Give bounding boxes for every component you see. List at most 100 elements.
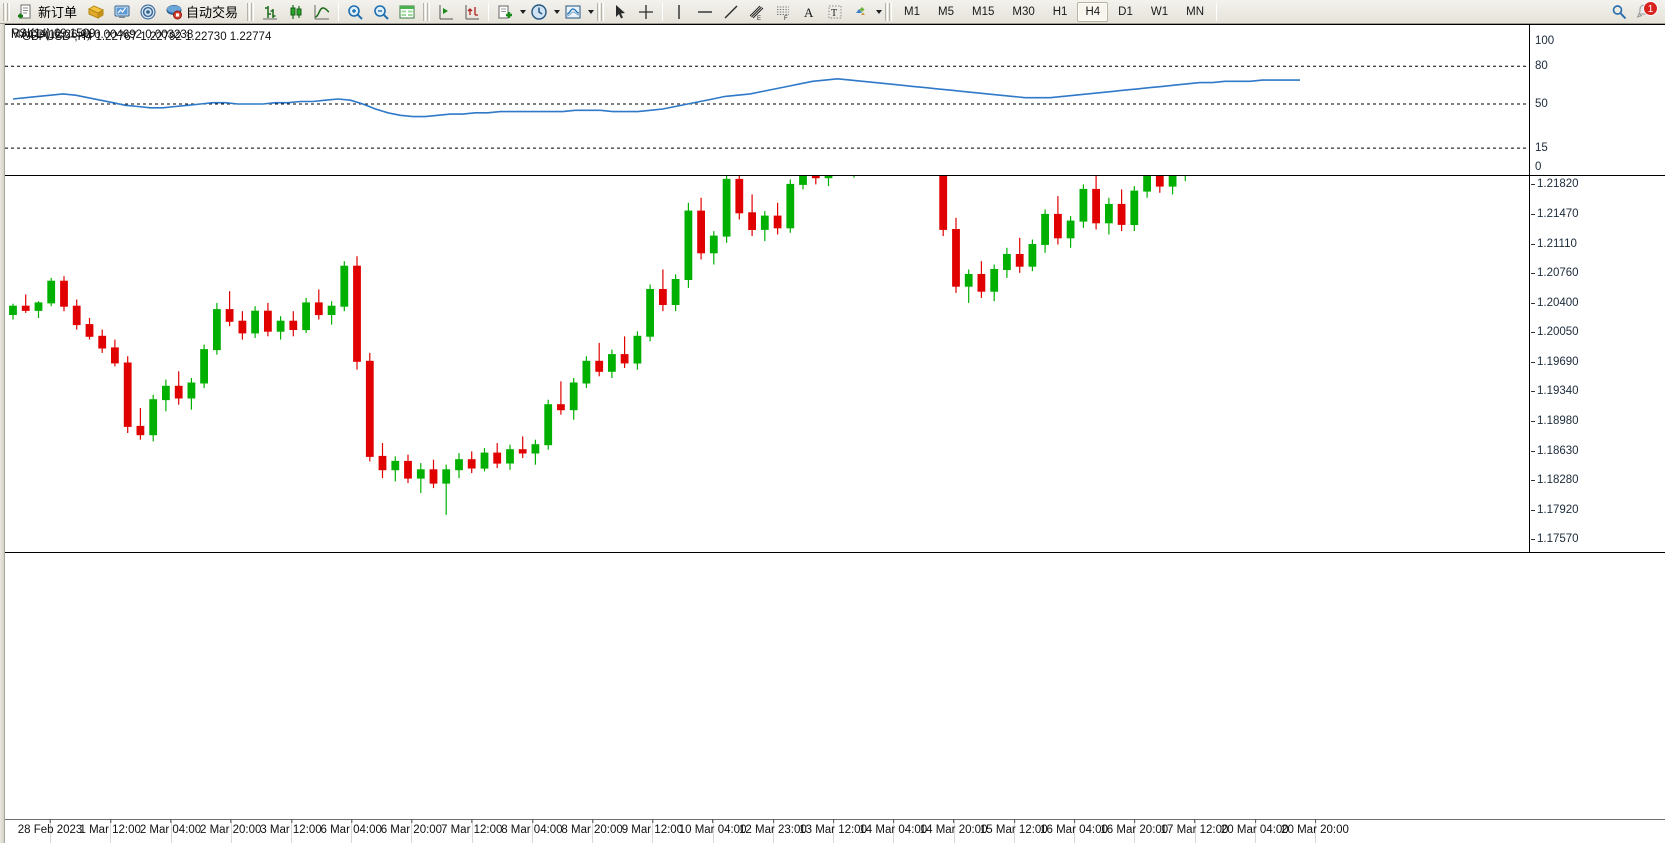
new-order-label: 新订单 <box>38 5 78 20</box>
notification-badge: 1 <box>1643 0 1658 16</box>
symbol-ohlc-label: GBPUSD-,H4 1.22767 1.22792 1.22730 1.227… <box>22 31 272 43</box>
rsi-pane[interactable]: RSI(14) 69.1509 100 80 50 15 0 <box>5 24 1665 176</box>
chart-window[interactable]: GBPUSD-,H4 1.22767 1.22792 1.22730 1.227… <box>0 24 1665 843</box>
timeframe-w1-button[interactable]: W1 <box>1150 5 1169 18</box>
price-tick: 1.20760 <box>1531 266 1579 279</box>
timeframe-d1-button[interactable]: D1 <box>1118 5 1133 18</box>
rsi-tick: 15 <box>1535 142 1548 155</box>
shapes-button[interactable] <box>849 1 873 23</box>
time-gridline <box>170 820 172 843</box>
time-gridline <box>351 820 353 843</box>
timeframe-h4-button[interactable]: H4 <box>1077 1 1109 22</box>
time-gridline <box>1134 820 1136 843</box>
search-button[interactable] <box>1607 1 1631 23</box>
auto-scroll-button[interactable] <box>434 1 458 23</box>
price-tick: 1.18280 <box>1531 473 1579 486</box>
theme-button[interactable] <box>84 1 108 23</box>
time-gridline <box>1254 820 1256 843</box>
trendline-button[interactable] <box>719 1 743 23</box>
vertical-line-icon <box>678 4 680 19</box>
periods-dropdown-caret[interactable] <box>554 9 561 14</box>
horizontal-line-icon <box>698 10 713 13</box>
chart-left-rail <box>0 24 5 843</box>
price-tick: 1.21470 <box>1531 207 1579 220</box>
terminal-button[interactable] <box>110 1 134 23</box>
time-gridline <box>833 820 835 843</box>
notification-button[interactable]: 1 <box>1633 0 1658 23</box>
horizontal-line-button[interactable] <box>693 1 717 23</box>
vertical-line-button[interactable] <box>667 1 691 23</box>
shapes-dropdown-caret[interactable] <box>876 9 883 14</box>
time-gridline <box>953 820 955 843</box>
price-tick: 1.17920 <box>1531 503 1579 516</box>
rsi-axis[interactable]: 100 80 50 15 0 <box>1531 25 1665 175</box>
signals-button[interactable] <box>136 1 160 23</box>
zoom-out-icon <box>374 4 389 20</box>
crosshair-button[interactable] <box>634 1 658 23</box>
templates-dropdown-caret[interactable] <box>588 9 595 14</box>
timeframe-group: M1 M5 M15 M30 H1 H4 D1 W1 MN <box>895 0 1213 24</box>
zoom-in-button[interactable] <box>343 1 367 23</box>
time-tick: 2 Mar 04:00 <box>140 819 201 836</box>
time-tick: 7 Mar 12:00 <box>441 819 502 836</box>
time-tick: 10 Mar 04:00 <box>679 819 746 836</box>
auto-scroll-icon <box>439 4 454 19</box>
zoom-in-icon <box>348 4 363 20</box>
time-gridline <box>1315 820 1316 843</box>
candlestick-icon <box>290 4 302 19</box>
time-gridline <box>230 820 232 843</box>
toolbar-grip-3[interactable] <box>423 2 431 21</box>
time-tick: 8 Mar 04:00 <box>501 819 563 836</box>
timeframe-m5-button[interactable]: M5 <box>938 5 954 18</box>
timeframe-m15-button[interactable]: M15 <box>972 5 995 18</box>
toolbar-grip-2[interactable] <box>247 2 255 21</box>
chart-shift-button[interactable] <box>460 1 484 23</box>
indicators-dropdown-caret[interactable] <box>520 9 527 14</box>
time-tick: 8 Mar 20:00 <box>561 819 623 836</box>
time-gridline <box>1013 820 1015 843</box>
templates-button[interactable] <box>561 1 585 23</box>
svg-text:A: A <box>804 5 814 20</box>
time-tick: 16 Mar 04:00 <box>1040 819 1108 836</box>
toolbar-grip[interactable] <box>3 2 10 21</box>
time-axis[interactable]: 28 Feb 2023 1 Mar 12:00 2 Mar 04:00 2 Mar 2… <box>5 819 1665 843</box>
price-tick: 1.17570 <box>1531 533 1579 545</box>
svg-text:E: E <box>757 16 761 21</box>
cursor-button[interactable] <box>608 1 632 23</box>
toolbar-grip-5[interactable] <box>885 2 893 21</box>
candlestick-chart-button[interactable] <box>284 1 308 23</box>
line-chart-icon <box>314 4 330 19</box>
robot-icon <box>166 4 183 19</box>
rsi-plot-area[interactable]: RSI(14) 69.1509 <box>5 25 1530 175</box>
toolbar-grip-4[interactable] <box>597 2 605 21</box>
fibonacci-button[interactable]: F <box>771 1 795 23</box>
shapes-icon <box>856 6 866 15</box>
toolbar-separator-2 <box>488 2 490 21</box>
data-window-button[interactable] <box>395 1 419 23</box>
zoom-out-button[interactable] <box>369 1 393 23</box>
timeframe-m1-button[interactable]: M1 <box>904 5 921 18</box>
equidistant-channel-button[interactable]: E <box>745 1 769 23</box>
auto-trading-button[interactable]: 自动交易 <box>162 1 243 23</box>
text-button[interactable]: A <box>797 1 821 23</box>
line-chart-button[interactable] <box>310 1 334 23</box>
price-tick: 1.18630 <box>1531 444 1579 457</box>
cursor-arrow-icon <box>616 4 626 18</box>
periods-button[interactable] <box>527 1 551 23</box>
timeframe-mn-button[interactable]: MN <box>1186 5 1204 18</box>
text-label-button[interactable]: T <box>823 1 847 23</box>
timeframe-h1-button[interactable]: H1 <box>1052 5 1068 18</box>
new-order-button[interactable]: 新订单 <box>14 1 82 23</box>
time-tick: 16 Mar 20:00 <box>1100 819 1168 836</box>
price-tick: 1.18980 <box>1531 415 1579 428</box>
time-tick: 20 Mar 04:00 <box>1221 819 1289 836</box>
bar-chart-button[interactable] <box>258 1 282 23</box>
document-plus-icon <box>18 4 31 18</box>
crosshair-icon <box>639 4 654 19</box>
timeframe-m30-button[interactable]: M30 <box>1012 5 1035 18</box>
price-tick: 1.20050 <box>1531 326 1579 339</box>
time-gridline <box>411 820 413 843</box>
chart-shift-icon <box>465 4 480 19</box>
time-gridline <box>471 820 473 843</box>
indicators-button[interactable] <box>493 1 517 23</box>
